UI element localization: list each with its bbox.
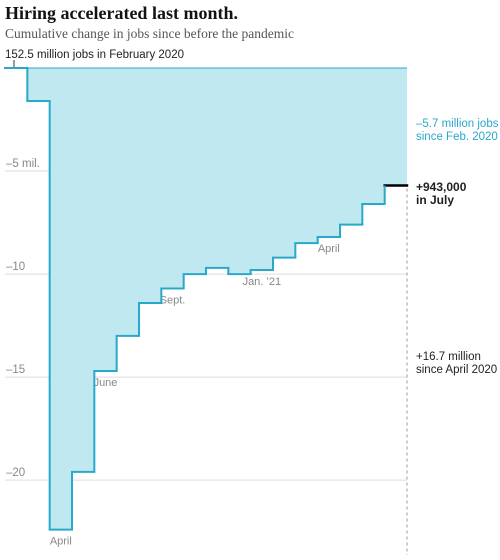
- area-fill: [5, 68, 407, 530]
- baseline-label: 152.5 million jobs in February 2020: [5, 49, 184, 61]
- y-axis-labels: –5 mil. –10 –15 –20: [6, 158, 40, 479]
- latest-annotation-line1: +943,000: [416, 180, 467, 194]
- x-tick-label: June: [94, 377, 118, 389]
- series-line: [4, 67, 409, 531]
- rebound-annotation-line1: +16.7 million: [416, 351, 481, 363]
- chart-subtitle: Cumulative change in jobs since before t…: [5, 26, 295, 41]
- gap-annotation-line2: since Feb. 2020: [416, 131, 498, 143]
- y-tick-label: –15: [6, 364, 25, 376]
- y-tick-label: –10: [6, 261, 25, 273]
- rebound-annotation-line2: since April 2020: [416, 364, 497, 376]
- y-tick-label: –20: [6, 467, 25, 479]
- x-tick-label: April: [50, 536, 72, 548]
- chart-title: Hiring accelerated last month.: [5, 3, 238, 23]
- x-tick-label: Sept.: [160, 295, 186, 307]
- x-tick-label: April: [318, 243, 340, 255]
- gap-annotation-line1: –5.7 million jobs: [416, 118, 499, 130]
- x-tick-label: Jan. ’21: [243, 276, 282, 288]
- latest-annotation-line2: in July: [416, 193, 454, 207]
- y-tick-label: –5 mil.: [6, 158, 40, 170]
- x-axis-labels: April June Sept. Jan. ’21 April: [50, 243, 340, 548]
